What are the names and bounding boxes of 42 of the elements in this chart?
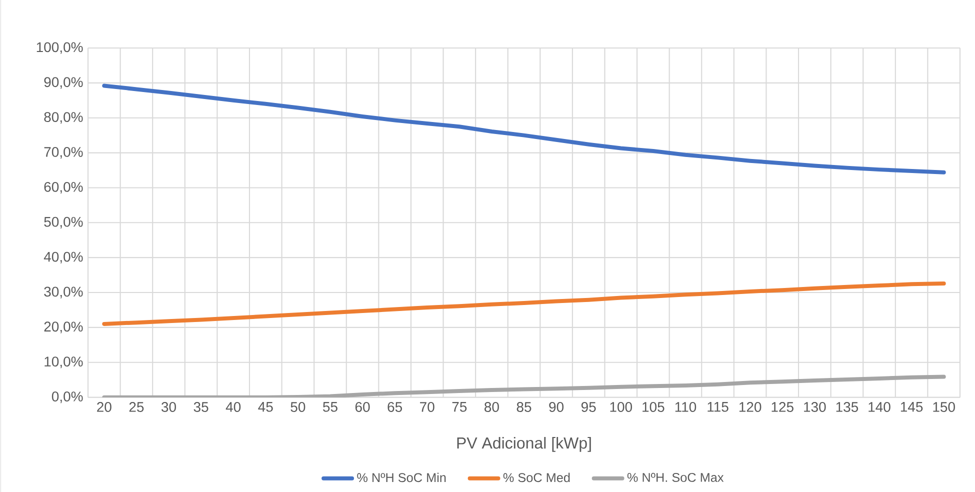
y-tick-label: 60,0% (44, 182, 83, 194)
x-tick-label: 100 (610, 402, 632, 412)
x-tick-label: 70 (420, 402, 434, 412)
x-tick-label: 145 (900, 402, 923, 412)
legend-label: % NºH. SoC Max (627, 472, 724, 482)
x-axis-title: PV Adicional [kWp] (457, 436, 591, 452)
x-tick-label: 25 (129, 402, 144, 412)
x-tick-label: 20 (97, 402, 112, 412)
y-tick-label: 10,0% (44, 356, 83, 368)
x-tick-label: 120 (739, 402, 762, 412)
x-tick-label: 50 (290, 402, 306, 412)
x-tick-label: 140 (868, 402, 890, 412)
x-tick-label: 105 (642, 402, 664, 412)
x-tick-label: 45 (258, 402, 273, 412)
x-tick-label: 110 (675, 402, 696, 412)
y-tick-label: 70,0% (44, 147, 83, 159)
x-tick-label: 130 (804, 402, 826, 412)
y-tick-label: 0,0% (52, 392, 83, 404)
y-tick-label: 20,0% (44, 322, 83, 334)
x-tick-label: 115 (708, 402, 728, 412)
x-tick-label: 95 (581, 402, 596, 412)
x-tick-label: 35 (194, 402, 208, 412)
y-tick-label: 100,0% (36, 42, 83, 54)
x-tick-label: 80 (484, 402, 499, 412)
x-tick-label: 85 (516, 402, 532, 412)
x-tick-label: 125 (772, 402, 794, 412)
y-tick-label: 90,0% (44, 77, 83, 89)
y-tick-label: 30,0% (44, 286, 83, 298)
y-tick-label: 50,0% (44, 216, 83, 228)
x-tick-label: 60 (355, 402, 370, 412)
legend-label: % SoC Med (503, 472, 570, 482)
x-tick-label: 65 (388, 402, 402, 412)
y-tick-label: 40,0% (44, 252, 83, 264)
x-tick-label: 55 (323, 402, 338, 412)
legend-label: % NºH SoC Min (357, 472, 446, 482)
x-tick-label: 90 (549, 402, 564, 412)
x-tick-label: 75 (452, 402, 467, 412)
x-tick-label: 150 (933, 402, 955, 412)
x-tick-label: 30 (161, 402, 176, 412)
y-tick-label: 80,0% (44, 112, 83, 124)
x-tick-label: 40 (226, 402, 241, 412)
x-tick-label: 135 (836, 402, 858, 412)
